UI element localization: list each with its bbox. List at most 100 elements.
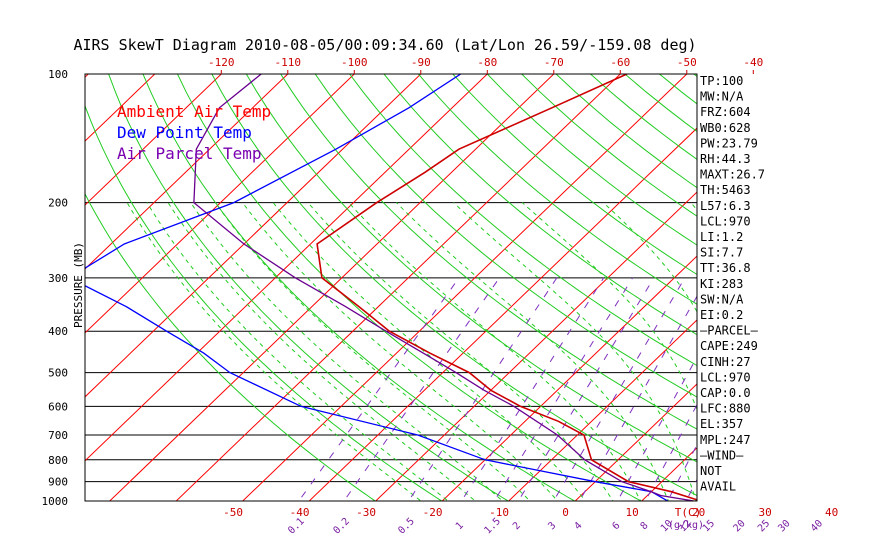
isotherm: [241, 74, 688, 501]
index-item: LI:1.2: [700, 230, 743, 244]
pressure-tick-label: 100: [48, 68, 68, 81]
dry-adiabat: [314, 74, 697, 398]
isotherm: [175, 74, 622, 501]
mixing-ratio-line: [813, 278, 870, 510]
isotherm: [507, 319, 697, 501]
index-item: MAXT:26.7: [700, 168, 765, 182]
moist-adiabat: [453, 202, 697, 501]
y-axis-label: PRESSURE (MB): [72, 242, 85, 328]
dry-adiabat: [211, 74, 697, 497]
isotherm: [640, 447, 697, 501]
dry-adiabat: [383, 74, 697, 336]
index-item: LCL:970: [700, 370, 751, 384]
index-item: SI:7.7: [700, 246, 743, 260]
dry-adiabat: [280, 74, 697, 430]
index-item: —PARCEL—: [700, 324, 759, 338]
plot-frame: [84, 73, 698, 502]
pressure-tick-label: 200: [48, 197, 68, 210]
series-line-ambient-air-temp: [316, 74, 697, 501]
series-line-dew-point-temp: [85, 74, 669, 501]
pressure-tick-label: 900: [48, 476, 68, 489]
isotherm: [765, 54, 870, 510]
mixing-ratio-line: [517, 277, 655, 501]
bottom-temp-tick-label: 20: [692, 506, 705, 519]
top-temp-tick-label: -60: [610, 56, 630, 69]
mixing-ratio-tick-label: 2: [511, 520, 523, 532]
index-item: MW:N/A: [700, 90, 744, 104]
index-item: EI:0.2: [700, 308, 743, 322]
moist-adiabat: [214, 202, 531, 501]
bottom-temp-tick-label: 0: [562, 506, 569, 519]
dry-adiabat: [108, 74, 510, 501]
temp-unit-label: T(C): [675, 506, 702, 519]
index-item: TH:5463: [700, 183, 751, 197]
isotherm: [85, 74, 156, 142]
pressure-tick-label: 400: [48, 325, 68, 338]
dry-adiabat: [521, 74, 697, 217]
mixing-ratio-line: [616, 355, 697, 501]
isotherm: [0, 54, 42, 510]
index-item: TT:36.8: [700, 261, 751, 275]
moist-adiabat: [521, 202, 697, 411]
dry-adiabat: [85, 192, 377, 501]
mixing-ratio-tick-label: 3: [546, 520, 558, 532]
pressure-tick-label: 1000: [42, 495, 69, 508]
mixing-ratio-tick-label: 0.5: [396, 516, 417, 537]
index-item: SW:N/A: [700, 292, 744, 306]
mixing-ratio-tick-label: 0.1: [286, 516, 307, 537]
mixing-ratio-line: [493, 277, 634, 501]
mixing-ratio-tick-label: 1: [454, 520, 466, 532]
isotherm: [85, 74, 289, 270]
index-item: TP:100: [700, 74, 743, 88]
index-item: KI:283: [700, 277, 743, 291]
isotherm: [308, 127, 697, 501]
bottom-temp-tick-label: 10: [625, 506, 638, 519]
index-item: —WIND—: [700, 448, 744, 462]
isotherm: [441, 255, 697, 501]
index-item: L57:6.3: [700, 199, 751, 213]
index-item: EL:357: [700, 417, 743, 431]
mixing-ratio-line: [343, 277, 500, 501]
top-temp-tick-label: -90: [411, 56, 431, 69]
bottom-temp-tick-label: 40: [825, 506, 838, 519]
dry-adiabat: [349, 74, 697, 367]
isotherm: [108, 74, 555, 501]
bottom-temp-tick-label: -10: [489, 506, 509, 519]
mixing-ratio-tick-label: 4: [572, 520, 584, 532]
pressure-tick-label: 600: [48, 400, 68, 413]
top-temp-tick-label: -100: [341, 56, 368, 69]
isotherm: [85, 74, 223, 206]
index-item: LCL:970: [700, 214, 751, 228]
mixing-ratio-tick-label: 25: [756, 518, 772, 534]
index-item: AVAIL: [700, 480, 736, 494]
dry-adiabat: [797, 74, 870, 510]
top-temp-tick-label: -80: [477, 56, 497, 69]
dry-adiabat: [486, 74, 697, 246]
mixing-ratio-tick-label: 0.2: [331, 516, 352, 537]
mixing-ratio-line: [407, 277, 558, 501]
legend-entry: Dew Point Temp: [117, 123, 252, 142]
bottom-temp-tick-label: -20: [423, 506, 443, 519]
top-temp-tick-label: -50: [677, 56, 697, 69]
index-item: MPL:247: [700, 433, 751, 447]
mixing-ratio-tick-label: 30: [776, 518, 792, 534]
isotherm: [85, 74, 356, 334]
pressure-tick-label: 300: [48, 272, 68, 285]
isotherm: [574, 383, 697, 501]
pressure-tick-label: 800: [48, 454, 68, 467]
moist-adiabat: [772, 203, 806, 511]
index-item: WB0:628: [700, 121, 751, 135]
bottom-temp-tick-label: -50: [223, 506, 243, 519]
dry-adiabat: [763, 74, 870, 510]
dry-adiabat: [85, 104, 443, 501]
pressure-tick-label: 700: [48, 429, 68, 442]
mixing-ratio-line: [735, 278, 847, 510]
index-item: CAPE:249: [700, 339, 758, 353]
moist-adiabat: [190, 202, 504, 501]
index-item: LFC:880: [700, 402, 751, 416]
index-item: RH:44.3: [700, 152, 751, 166]
series-line-air-parcel-temp: [193, 74, 697, 501]
mixing-ratio-line: [552, 277, 686, 501]
moist-adiabat: [126, 202, 422, 501]
